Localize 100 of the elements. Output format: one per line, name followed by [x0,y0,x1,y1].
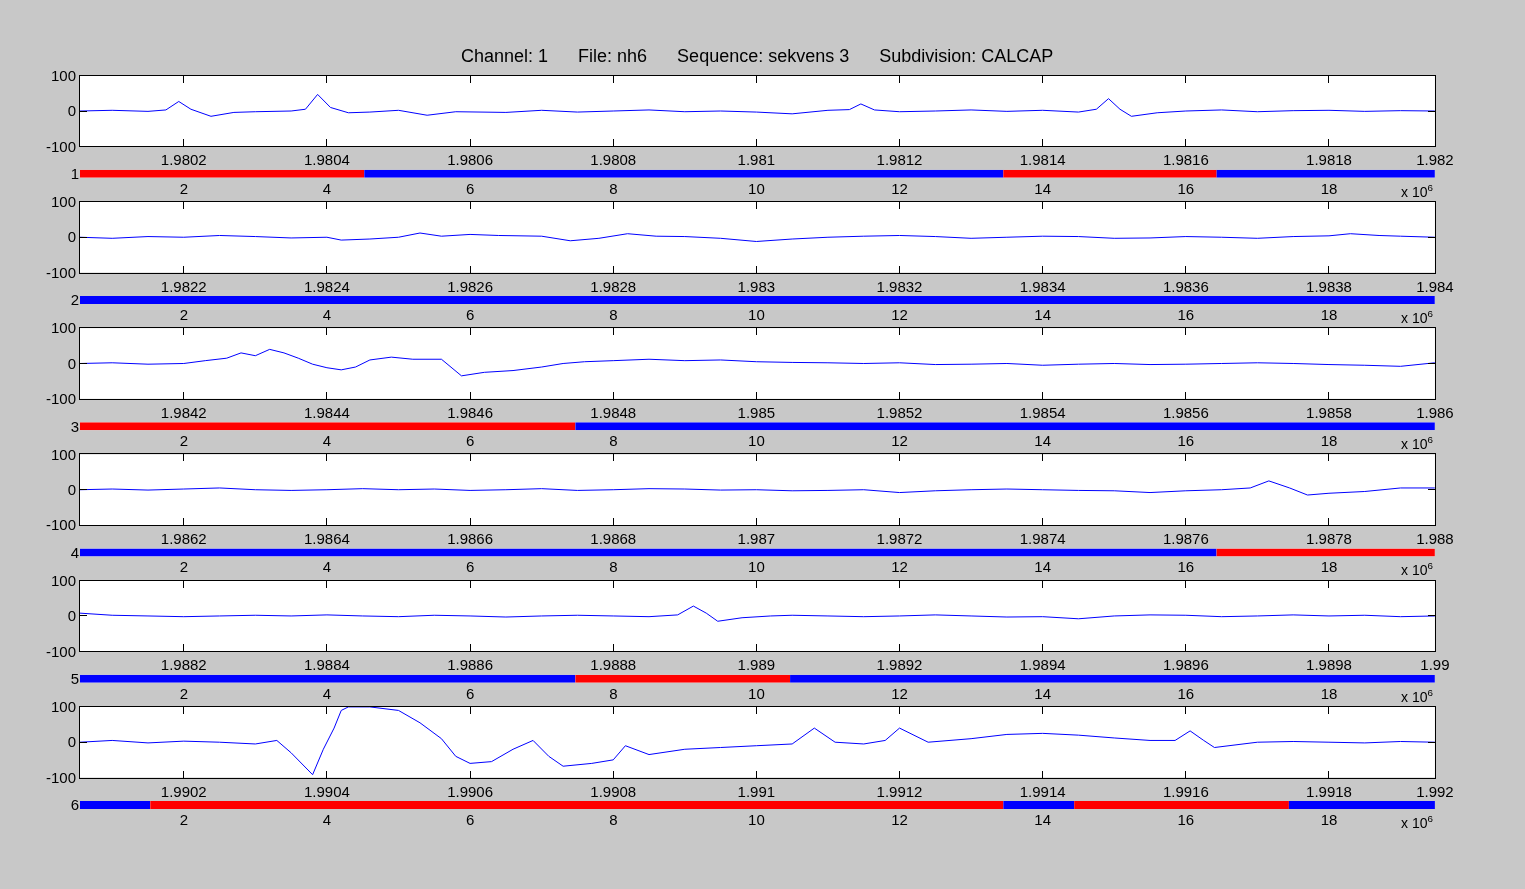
y-tick-label: 5 [70,669,79,687]
x-tick-label: 1.9818 [1306,151,1352,169]
y-tick-label: 100 [50,193,76,211]
x-tick-label: 8 [609,684,618,702]
x-tick-label: 1.9902 [160,782,207,800]
y-tick-label: -100 [45,642,76,660]
y-tick-label: 0 [67,733,76,751]
x-tick-label: 6 [466,432,475,450]
x-tick-label: 6 [466,684,475,702]
x-tick-label: 1.9814 [1019,151,1066,169]
x-tick-label: 1.987 [737,530,776,548]
y-tick-label: 0 [67,607,76,625]
x-tick-label: 1.9878 [1306,530,1352,548]
x-tick-label: 1.9912 [876,782,923,800]
x-tick-label: 14 [1034,432,1052,450]
x-tick-label: 1.989 [737,656,776,674]
x-tick-label: 1.9858 [1306,403,1352,421]
x-tick-label: 4 [322,179,332,197]
x-tick-label: 10 [748,179,765,197]
y-tick-label: 6 [70,796,79,814]
x-tick-label: 1.9816 [1162,151,1209,169]
y-tick-label: 0 [67,480,76,498]
line-series [79,706,1435,776]
x-tick-label: 18 [1320,305,1338,323]
annotation: x 10$^{6}$ [1401,182,1434,200]
x-tick-label: 1.9892 [876,656,923,674]
x-tick-label: 1.9848 [590,403,637,421]
x-tick-label: 1.9862 [160,530,207,548]
x-tick-label: 1.9906 [447,782,494,800]
x-tick-label: 1.9908 [590,782,637,800]
x-tick-label: 12 [891,305,908,323]
y-tick-label: -100 [45,516,76,534]
y-tick-label: 100 [50,698,76,716]
y-tick-label: 1 [70,165,79,183]
x-tick-label: 14 [1034,179,1052,197]
x-tick-label: 12 [891,810,908,828]
x-tick-label: 1.992 [1416,782,1454,800]
x-tick-label: 12 [891,684,908,702]
x-tick-label: 1.9914 [1019,782,1066,800]
x-tick-label: 6 [466,810,475,828]
y-tick-label: 0 [67,102,76,120]
y-tick-label: 3 [70,417,79,435]
x-tick-label: 16 [1177,558,1195,576]
x-tick-label: 1.9896 [1162,656,1209,674]
x-tick-label: 14 [1034,684,1052,702]
x-tick-label: 4 [322,558,332,576]
x-tick-label: 1.9852 [876,403,923,421]
x-tick-label: 10 [748,810,765,828]
x-tick-label: 4 [322,810,332,828]
x-tick-label: 1.986 [1416,403,1454,421]
x-tick-label: 1.99 [1420,656,1450,674]
x-tick-label: 4 [322,305,332,323]
x-tick-label: 10 [748,305,765,323]
x-tick-label: 16 [1177,432,1195,450]
x-tick-label: 1.9884 [303,656,350,674]
x-tick-label: 2 [179,810,189,828]
x-tick-label: 2 [179,179,189,197]
y-tick-label: -100 [45,768,76,786]
x-tick-label: 1.9806 [447,151,494,169]
bar [1003,801,1075,809]
x-tick-label: 1.988 [1416,530,1454,548]
x-tick-label: 10 [748,684,765,702]
y-tick-label: 0 [67,228,76,246]
x-tick-label: 1.9824 [303,277,350,295]
x-tick-label: 8 [609,179,618,197]
x-tick-label: 2 [179,305,189,323]
x-tick-label: 18 [1320,810,1338,828]
x-tick-label: 16 [1177,305,1195,323]
x-tick-label: 8 [609,558,618,576]
x-tick-label: 1.9844 [303,403,350,421]
x-tick-label: 1.9856 [1162,403,1209,421]
x-tick-label: 14 [1034,558,1052,576]
x-tick-label: 1.9842 [160,403,207,421]
annotation: x 10$^{6}$ [1401,687,1434,705]
x-tick-label: 6 [466,305,475,323]
x-tick-label: 18 [1320,558,1338,576]
x-tick-label: 6 [466,179,475,197]
x-tick-label: 1.9838 [1306,277,1352,295]
x-tick-label: 1.9804 [303,151,350,169]
x-tick-label: 1.9872 [876,530,923,548]
annotation: x 10$^{6}$ [1401,813,1434,831]
x-tick-label: 1.9916 [1162,782,1209,800]
x-tick-label: 1.983 [737,277,776,295]
y-tick-label: 4 [70,543,79,561]
x-tick-label: 1.985 [737,403,776,421]
x-tick-label: 1.9854 [1019,403,1066,421]
y-tick-label: 100 [50,571,76,589]
x-tick-label: 2 [179,558,189,576]
x-tick-label: 1.9832 [876,277,923,295]
x-tick-label: 18 [1320,179,1338,197]
x-tick-label: 1.9888 [590,656,637,674]
x-tick-label: 1.9826 [447,277,494,295]
x-tick-label: 1.9802 [160,151,207,169]
x-tick-label: 1.9868 [590,530,637,548]
x-tick-label: 8 [609,810,618,828]
x-tick-label: 16 [1177,684,1195,702]
bar [150,801,1004,809]
y-tick-label: 100 [50,445,76,463]
x-tick-label: 1.991 [737,782,776,800]
x-tick-label: 2 [179,684,189,702]
